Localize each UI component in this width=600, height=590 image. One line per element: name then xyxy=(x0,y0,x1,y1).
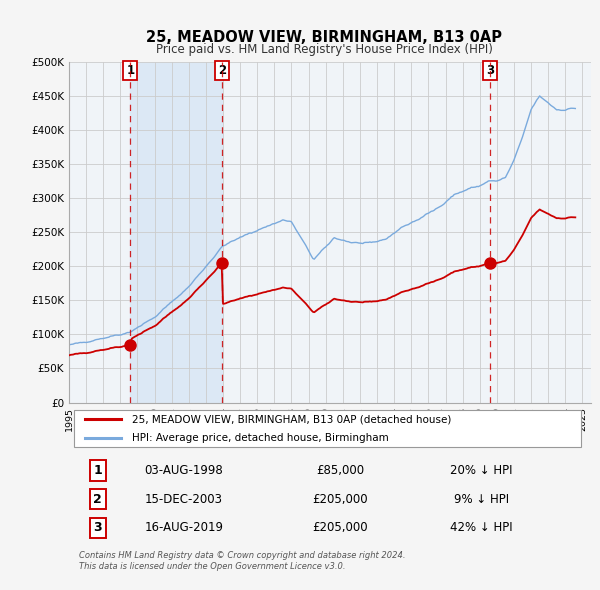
Text: 1: 1 xyxy=(127,64,134,77)
Text: £85,000: £85,000 xyxy=(316,464,365,477)
Text: 2: 2 xyxy=(94,493,102,506)
Text: 16-AUG-2019: 16-AUG-2019 xyxy=(145,522,223,535)
Text: 25, MEADOW VIEW, BIRMINGHAM, B13 0AP (detached house): 25, MEADOW VIEW, BIRMINGHAM, B13 0AP (de… xyxy=(131,414,451,424)
Text: Price paid vs. HM Land Registry's House Price Index (HPI): Price paid vs. HM Land Registry's House … xyxy=(155,43,493,56)
Text: 20% ↓ HPI: 20% ↓ HPI xyxy=(450,464,512,477)
Text: Contains HM Land Registry data © Crown copyright and database right 2024.
This d: Contains HM Land Registry data © Crown c… xyxy=(79,552,406,571)
Text: 2: 2 xyxy=(218,64,226,77)
Text: 9% ↓ HPI: 9% ↓ HPI xyxy=(454,493,509,506)
Text: 3: 3 xyxy=(94,522,102,535)
Text: 42% ↓ HPI: 42% ↓ HPI xyxy=(450,522,512,535)
Text: 15-DEC-2003: 15-DEC-2003 xyxy=(145,493,223,506)
Bar xyxy=(130,62,223,402)
FancyBboxPatch shape xyxy=(74,410,581,447)
Text: 1: 1 xyxy=(94,464,102,477)
Text: 03-AUG-1998: 03-AUG-1998 xyxy=(145,464,223,477)
Text: £205,000: £205,000 xyxy=(313,493,368,506)
Text: 25, MEADOW VIEW, BIRMINGHAM, B13 0AP: 25, MEADOW VIEW, BIRMINGHAM, B13 0AP xyxy=(146,30,502,44)
Text: HPI: Average price, detached house, Birmingham: HPI: Average price, detached house, Birm… xyxy=(131,432,388,442)
Text: £205,000: £205,000 xyxy=(313,522,368,535)
Text: 3: 3 xyxy=(487,64,494,77)
